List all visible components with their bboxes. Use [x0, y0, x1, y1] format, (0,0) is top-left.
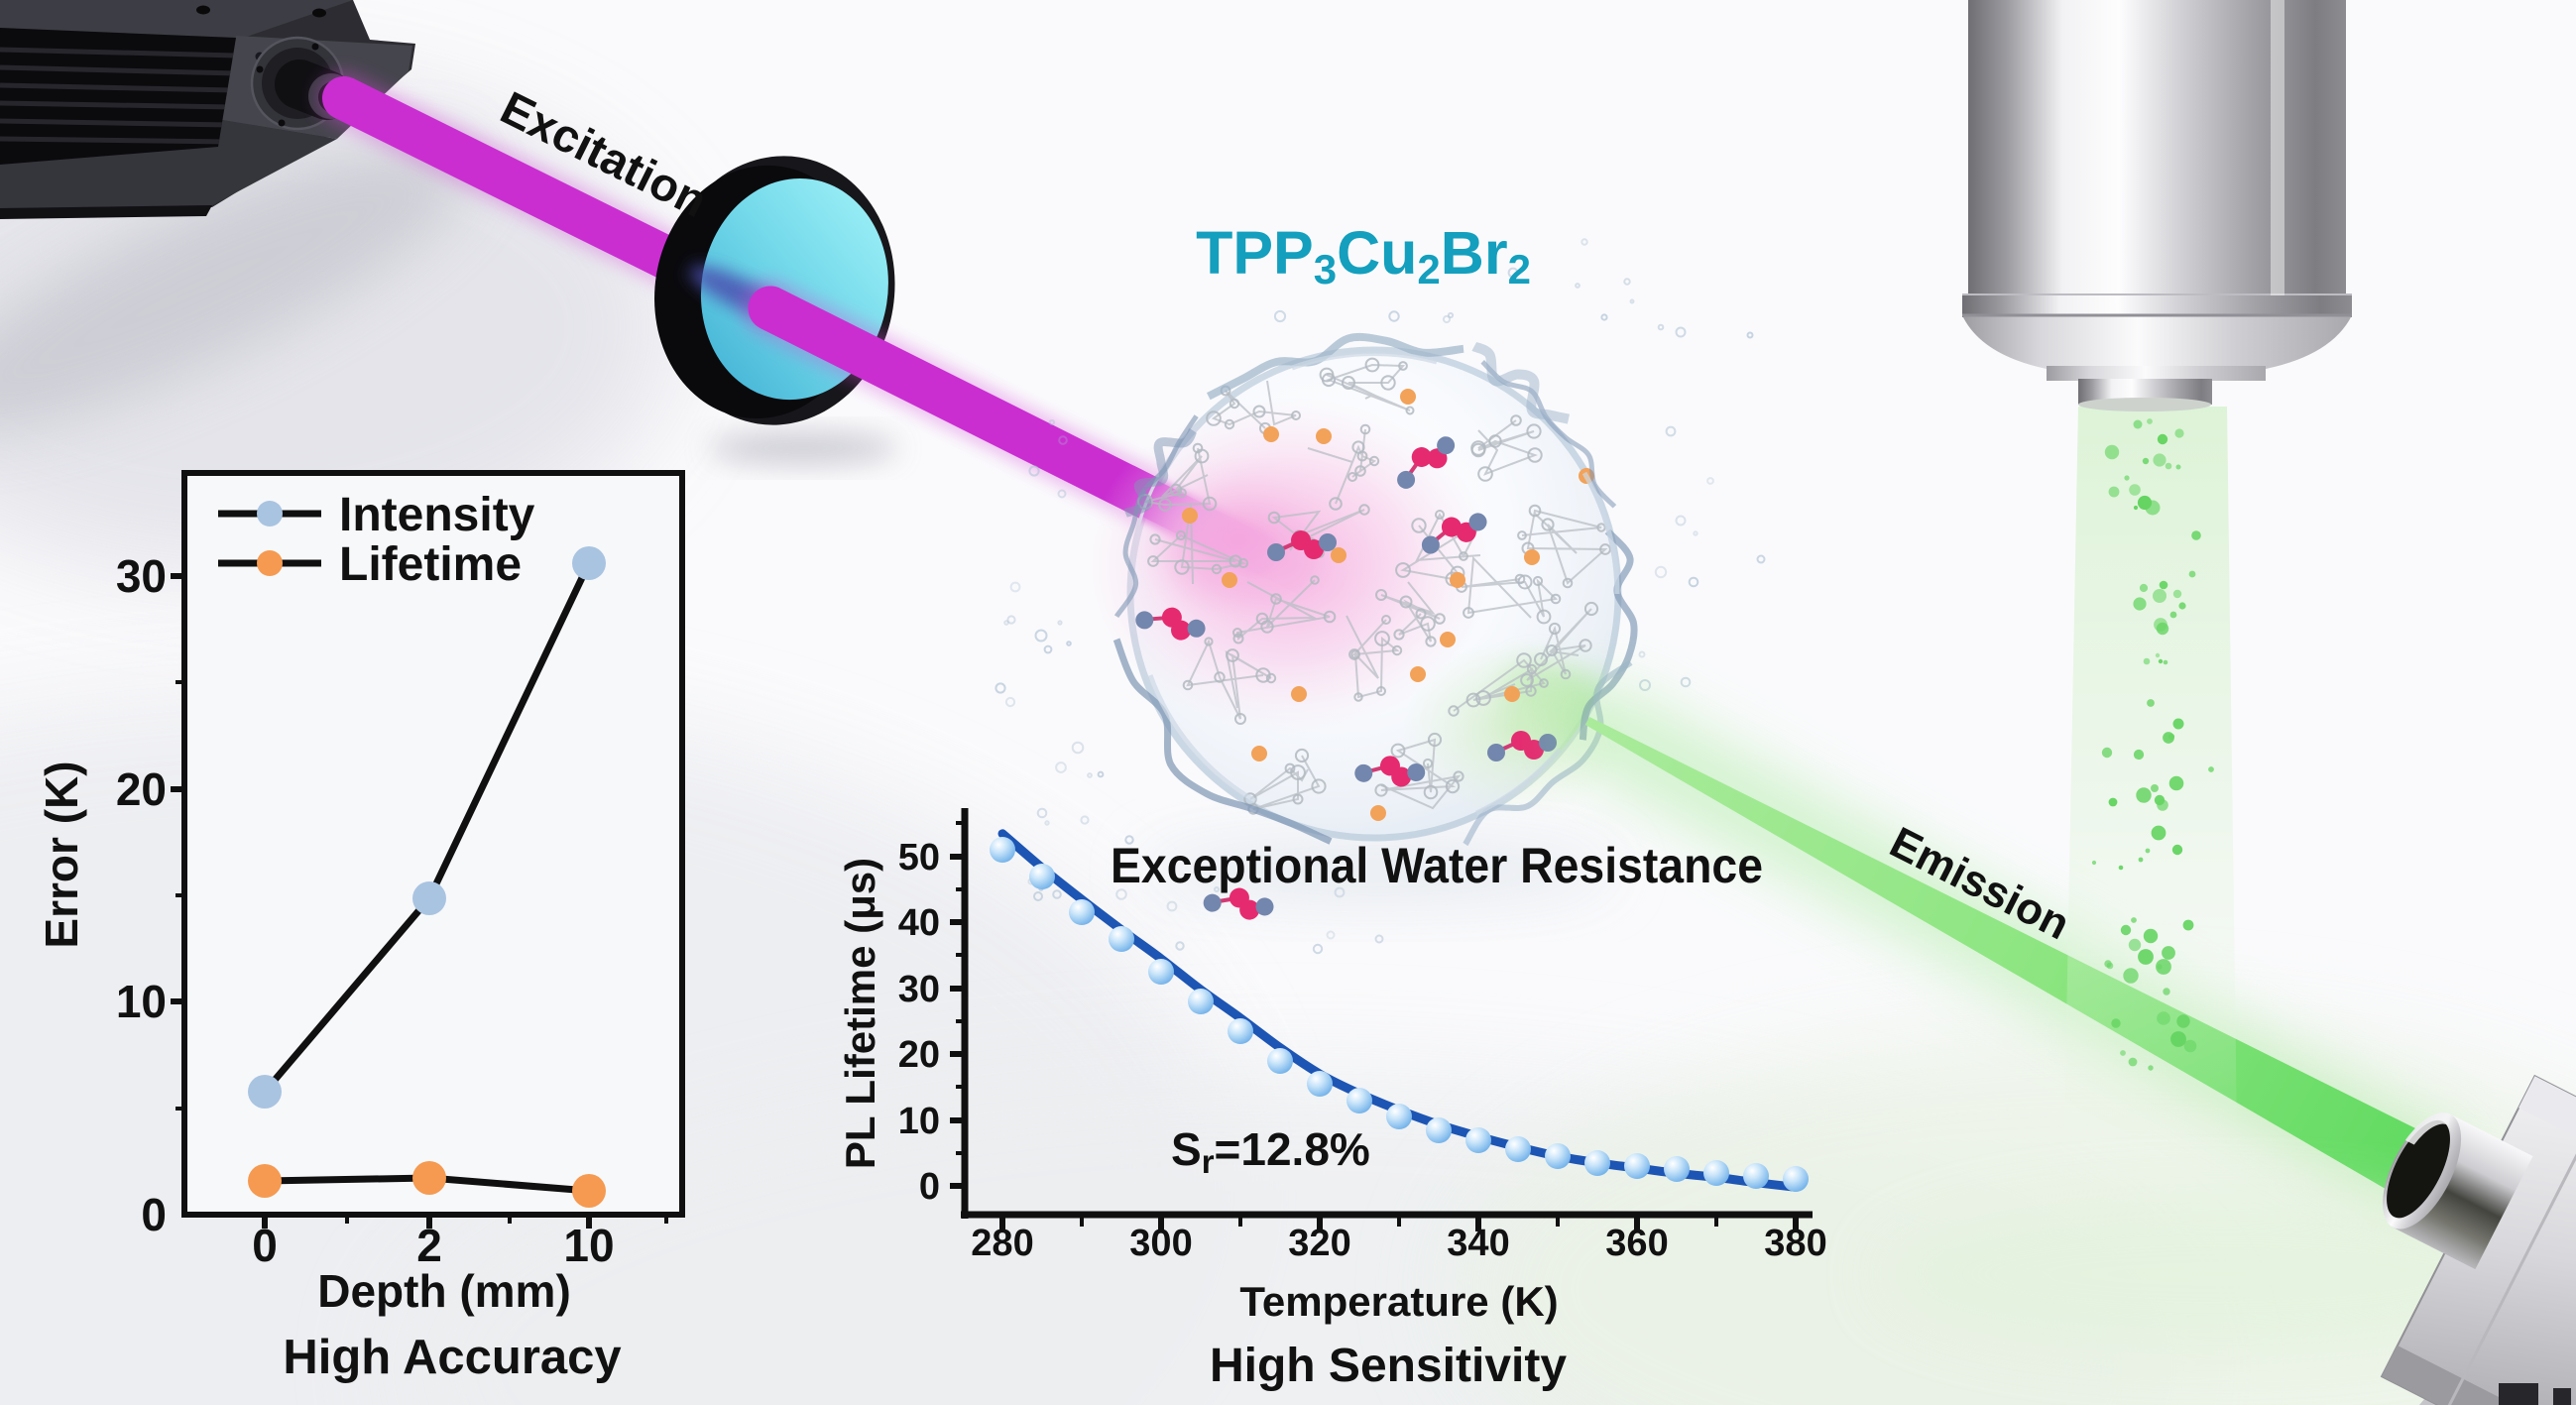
svg-text:TPP3Cu2Br2: TPP3Cu2Br2 — [1196, 219, 1531, 293]
svg-text:320: 320 — [1288, 1223, 1350, 1264]
svg-text:High Sensitivity: High Sensitivity — [1210, 1340, 1567, 1392]
svg-text:Error (K): Error (K) — [36, 761, 87, 948]
svg-text:Exceptional Water Resistance: Exceptional Water Resistance — [1111, 838, 1763, 893]
svg-text:360: 360 — [1605, 1223, 1668, 1264]
svg-text:2: 2 — [416, 1220, 442, 1271]
svg-text:20: 20 — [898, 1034, 940, 1076]
svg-text:PL Lifetime (μs): PL Lifetime (μs) — [837, 858, 883, 1169]
svg-text:Intensity: Intensity — [339, 489, 535, 541]
svg-text:300: 300 — [1129, 1223, 1192, 1264]
svg-text:Temperature (K): Temperature (K) — [1239, 1278, 1558, 1325]
svg-text:30: 30 — [898, 969, 940, 1010]
svg-text:10: 10 — [898, 1101, 940, 1142]
svg-text:380: 380 — [1764, 1223, 1826, 1264]
svg-text:20: 20 — [116, 763, 167, 815]
svg-text:10: 10 — [563, 1220, 614, 1271]
svg-text:10: 10 — [116, 976, 167, 1027]
svg-text:30: 30 — [116, 550, 167, 602]
svg-text:40: 40 — [898, 902, 940, 944]
svg-text:50: 50 — [898, 837, 940, 878]
svg-text:Depth (mm): Depth (mm) — [317, 1265, 571, 1317]
svg-text:0: 0 — [141, 1189, 167, 1240]
svg-text:0: 0 — [919, 1166, 940, 1208]
svg-text:Lifetime: Lifetime — [339, 538, 522, 591]
svg-text:340: 340 — [1447, 1223, 1509, 1264]
svg-text:280: 280 — [971, 1223, 1033, 1264]
svg-text:0: 0 — [252, 1220, 278, 1271]
svg-text:High Accuracy: High Accuracy — [283, 1331, 621, 1384]
svg-text:Sr=12.8%: Sr=12.8% — [1171, 1123, 1370, 1180]
